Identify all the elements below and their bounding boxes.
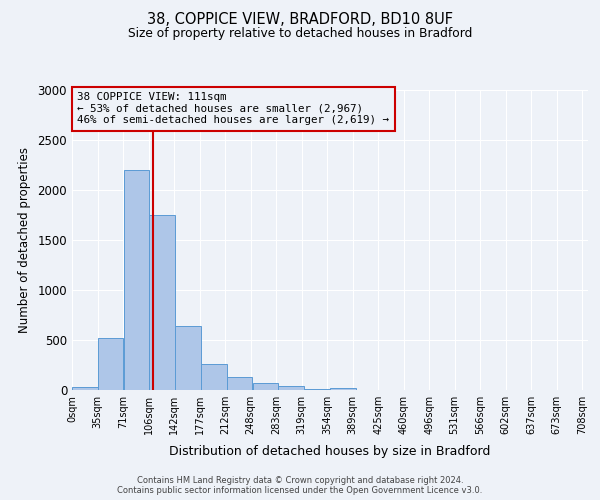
- Bar: [98, 338, 123, 390]
- Bar: [124, 170, 149, 390]
- Bar: [278, 386, 304, 390]
- Bar: [149, 215, 175, 390]
- Bar: [175, 326, 201, 390]
- Text: Contains HM Land Registry data © Crown copyright and database right 2024.: Contains HM Land Registry data © Crown c…: [137, 476, 463, 485]
- Text: 38 COPPICE VIEW: 111sqm
← 53% of detached houses are smaller (2,967)
46% of semi: 38 COPPICE VIEW: 111sqm ← 53% of detache…: [77, 92, 389, 125]
- Bar: [72, 387, 98, 390]
- X-axis label: Distribution of detached houses by size in Bradford: Distribution of detached houses by size …: [169, 446, 491, 458]
- Y-axis label: Number of detached properties: Number of detached properties: [17, 147, 31, 333]
- Text: Size of property relative to detached houses in Bradford: Size of property relative to detached ho…: [128, 28, 472, 40]
- Bar: [330, 388, 356, 390]
- Bar: [201, 364, 227, 390]
- Text: 38, COPPICE VIEW, BRADFORD, BD10 8UF: 38, COPPICE VIEW, BRADFORD, BD10 8UF: [147, 12, 453, 28]
- Bar: [227, 376, 252, 390]
- Text: Contains public sector information licensed under the Open Government Licence v3: Contains public sector information licen…: [118, 486, 482, 495]
- Bar: [253, 382, 278, 390]
- Bar: [304, 389, 330, 390]
